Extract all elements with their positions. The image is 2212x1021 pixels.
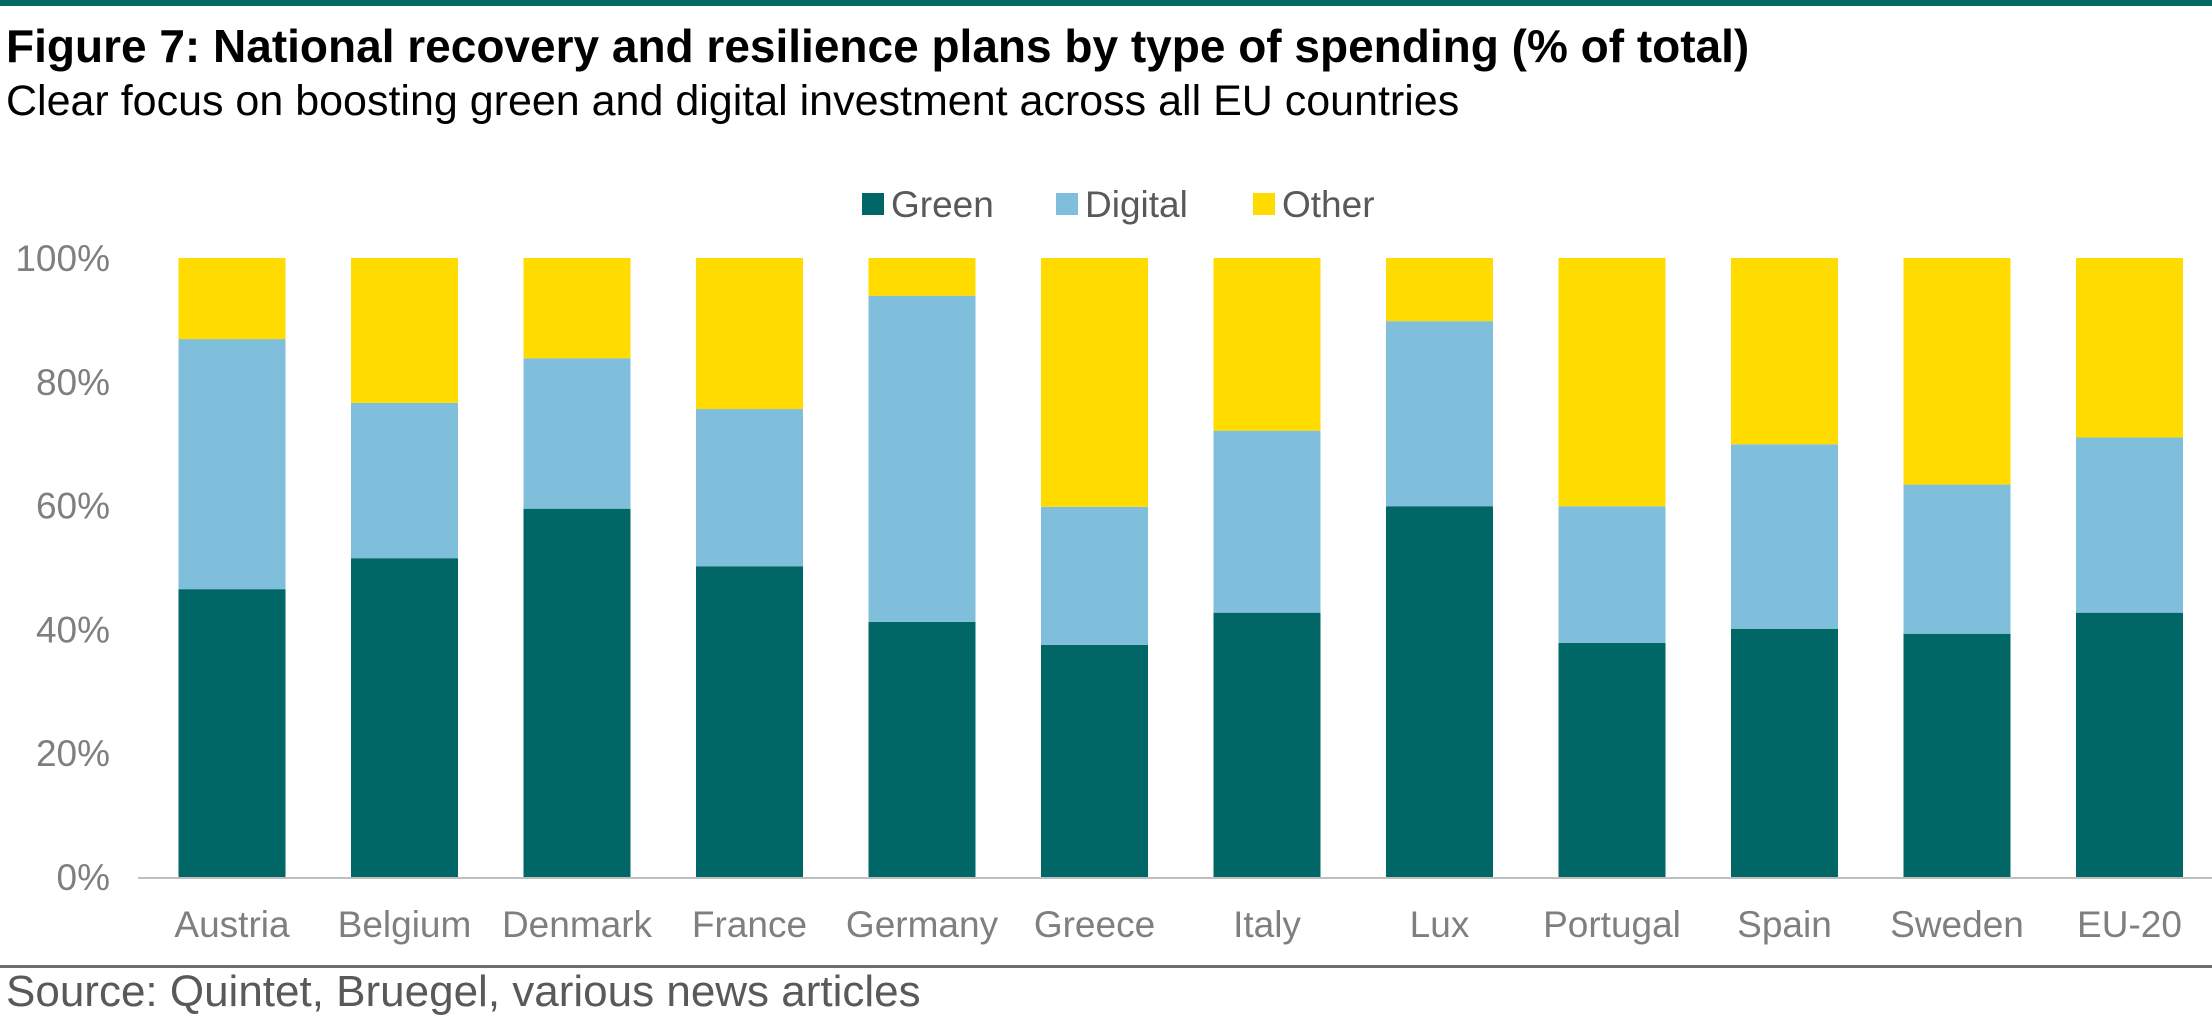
bar-green-eu-20 bbox=[2076, 612, 2183, 877]
bar-green-denmark bbox=[523, 508, 631, 877]
y-tick-label: 20% bbox=[36, 733, 110, 774]
bar-other-portugal bbox=[1558, 258, 1666, 507]
legend-label-digital: Digital bbox=[1085, 184, 1188, 225]
bar-digital-belgium bbox=[351, 402, 458, 559]
bar-digital-lux bbox=[1386, 321, 1493, 507]
bar-group-belgium bbox=[351, 258, 458, 877]
legend-swatch-green bbox=[862, 193, 884, 215]
y-tick-label: 40% bbox=[36, 609, 110, 650]
legend-item-green: Green bbox=[862, 184, 994, 225]
bar-digital-spain bbox=[1731, 444, 1838, 629]
bars-layer bbox=[178, 258, 2183, 877]
bar-group-france bbox=[696, 258, 803, 877]
bar-digital-sweden bbox=[1903, 484, 2011, 634]
bar-digital-germany bbox=[868, 295, 976, 622]
bar-group-portugal bbox=[1558, 258, 1666, 877]
x-tick-label-france: France bbox=[692, 904, 807, 945]
bar-green-germany bbox=[868, 621, 976, 877]
bar-group-spain bbox=[1731, 258, 1838, 877]
chart-subtitle: Clear focus on boosting green and digita… bbox=[6, 77, 1460, 125]
bar-digital-france bbox=[696, 409, 803, 567]
bar-green-spain bbox=[1731, 628, 1838, 877]
x-tick-label-austria: Austria bbox=[174, 904, 290, 945]
bar-other-eu-20 bbox=[2076, 258, 2183, 438]
bottom-rule bbox=[0, 965, 2212, 968]
y-tick-label: 100% bbox=[15, 238, 110, 279]
bar-other-germany bbox=[868, 258, 976, 296]
bar-green-italy bbox=[1213, 612, 1321, 877]
x-tick-label-spain: Spain bbox=[1737, 904, 1832, 945]
bar-digital-greece bbox=[1041, 506, 1148, 645]
x-tick-label-lux: Lux bbox=[1410, 904, 1470, 945]
bar-green-austria bbox=[178, 589, 286, 877]
bar-other-italy bbox=[1213, 258, 1321, 431]
chart-legend: Green Digital Other bbox=[862, 184, 1375, 225]
bar-group-italy bbox=[1213, 258, 1321, 877]
legend-label-other: Other bbox=[1282, 184, 1375, 225]
bar-other-france bbox=[696, 258, 803, 410]
x-tick-label-sweden: Sweden bbox=[1890, 904, 2024, 945]
x-tick-label-greece: Greece bbox=[1034, 904, 1155, 945]
chart-title: Figure 7: National recovery and resilien… bbox=[6, 20, 1750, 72]
bar-green-lux bbox=[1386, 506, 1493, 877]
stacked-bar-chart: Green Digital Other 0% 20% 40% 60% 80% 100% Aus… bbox=[15, 184, 2212, 945]
bar-other-belgium bbox=[351, 258, 458, 403]
bar-digital-italy bbox=[1213, 430, 1321, 613]
y-axis: 0% 20% 40% 60% 80% 100% bbox=[15, 238, 110, 898]
bar-other-lux bbox=[1386, 258, 1493, 322]
bar-digital-denmark bbox=[523, 358, 631, 509]
bar-digital-portugal bbox=[1558, 506, 1666, 644]
x-tick-label-germany: Germany bbox=[846, 904, 999, 945]
x-tick-label-eu-20: EU-20 bbox=[2077, 904, 2182, 945]
bar-group-sweden bbox=[1903, 258, 2011, 877]
bar-green-france bbox=[696, 566, 803, 877]
y-tick-label: 60% bbox=[36, 486, 110, 527]
bar-group-greece bbox=[1041, 258, 1148, 877]
legend-swatch-other bbox=[1253, 193, 1275, 215]
bar-group-austria bbox=[178, 258, 286, 877]
bar-green-portugal bbox=[1558, 643, 1666, 877]
bar-other-sweden bbox=[1903, 258, 2011, 485]
x-tick-label-belgium: Belgium bbox=[338, 904, 472, 945]
bar-group-denmark bbox=[523, 258, 631, 877]
bar-digital-eu-20 bbox=[2076, 437, 2183, 613]
bar-other-spain bbox=[1731, 258, 1838, 445]
legend-swatch-digital bbox=[1056, 193, 1078, 215]
bar-digital-austria bbox=[178, 339, 286, 590]
x-axis: Austria Belgium Denmark France Germany Greece… bbox=[138, 877, 2212, 945]
bar-green-sweden bbox=[1903, 633, 2011, 877]
bar-other-denmark bbox=[523, 258, 631, 359]
bar-other-austria bbox=[178, 258, 286, 340]
bar-green-greece bbox=[1041, 644, 1148, 877]
top-rule bbox=[0, 0, 2212, 6]
bar-group-germany bbox=[868, 258, 976, 877]
x-tick-label-italy: Italy bbox=[1233, 904, 1301, 945]
legend-label-green: Green bbox=[891, 184, 994, 225]
bar-group-eu-20 bbox=[2076, 258, 2183, 877]
y-tick-label: 0% bbox=[57, 857, 110, 898]
source-note: Source: Quintet, Bruegel, various news a… bbox=[6, 967, 921, 1016]
x-tick-label-denmark: Denmark bbox=[502, 904, 653, 945]
x-tick-label-portugal: Portugal bbox=[1543, 904, 1681, 945]
y-tick-label: 80% bbox=[36, 362, 110, 403]
legend-item-digital: Digital bbox=[1056, 184, 1188, 225]
bar-other-greece bbox=[1041, 258, 1148, 507]
legend-item-other: Other bbox=[1253, 184, 1375, 225]
bar-group-lux bbox=[1386, 258, 1493, 877]
bar-green-belgium bbox=[351, 558, 458, 877]
